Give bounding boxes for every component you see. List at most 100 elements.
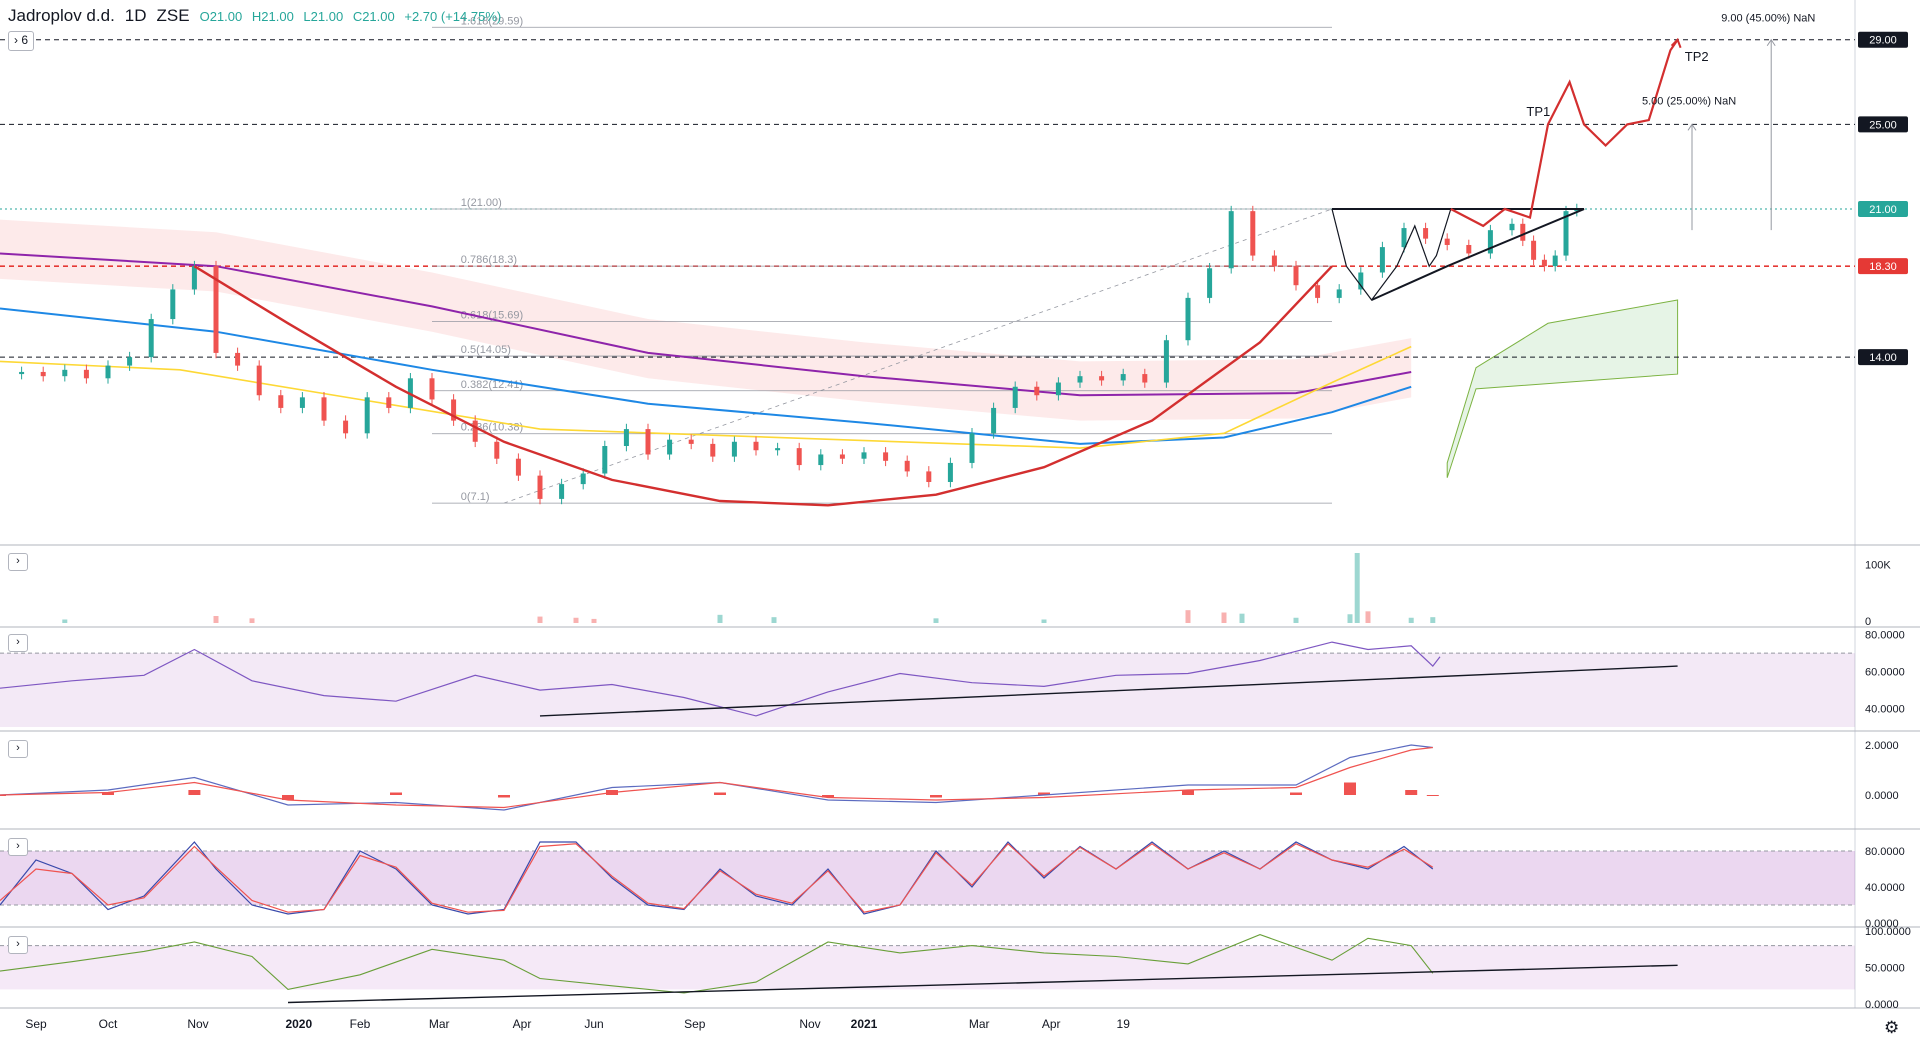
triangle-pattern — [1332, 208, 1585, 301]
time-axis-tick: Mar — [429, 1017, 450, 1031]
target-label: 9.00 (45.00%) NaN — [1721, 13, 1815, 25]
candle-body — [623, 429, 629, 447]
oscillator-axis-label: 50.0000 — [1865, 963, 1905, 975]
handle-zigzag — [1331, 208, 1452, 302]
volume-bar — [717, 614, 723, 623]
candle-body — [1077, 376, 1083, 383]
candle-body — [105, 365, 111, 379]
volume-bar — [1185, 610, 1191, 623]
candle-body — [299, 397, 305, 408]
candle-body — [1271, 255, 1277, 267]
candle-body — [710, 443, 716, 457]
open-value: O21.00 — [199, 9, 243, 24]
fib-level-label: 0.382(12.41) — [461, 379, 523, 391]
time-axis-tick: Apr — [1042, 1017, 1061, 1031]
time-axis-tick: 2021 — [851, 1017, 878, 1031]
high-value: H21.00 — [251, 9, 294, 24]
macd-histogram-bar — [102, 792, 114, 795]
stochastic-band — [0, 851, 1855, 905]
candle-body — [40, 371, 46, 377]
time-axis-tick: 2020 — [285, 1017, 312, 1031]
candle-body — [1466, 244, 1472, 254]
candle-body — [472, 420, 478, 442]
candle-body — [1563, 211, 1569, 256]
chevron-right-icon: › — [16, 938, 20, 950]
arrow-head-icon — [1670, 37, 1682, 49]
fib-level-label: 1(21.00) — [461, 197, 502, 209]
candle-body — [83, 369, 89, 379]
price-label-bg — [1858, 116, 1908, 133]
candle-body — [1509, 223, 1515, 231]
candle-body — [1163, 340, 1169, 383]
chevron-right-icon: › — [16, 742, 20, 754]
tp1-label: TP1 — [1526, 104, 1550, 119]
time-axis-tick: Jun — [584, 1017, 603, 1031]
candle-body — [688, 439, 694, 444]
candle-body — [170, 289, 176, 320]
candle-body — [19, 371, 25, 375]
candle-body — [1012, 386, 1018, 408]
interval-label[interactable]: 1D — [124, 6, 147, 25]
candle-body — [1574, 209, 1580, 212]
volume-bar — [1365, 611, 1371, 623]
candle-body — [1444, 238, 1450, 245]
ma200-line — [0, 252, 1412, 397]
candle-body — [559, 484, 565, 499]
volume-axis-label: 0 — [1865, 616, 1871, 628]
candle-body — [386, 397, 392, 408]
fib-level-label: 1.618(29.59) — [461, 15, 523, 27]
candle-body — [1520, 223, 1526, 241]
symbol-name[interactable]: Jadroplov d.d. — [8, 6, 115, 25]
rsi-trendline — [539, 665, 1678, 717]
macd-histogram-bar — [1426, 795, 1439, 796]
volume-bar — [249, 618, 255, 623]
fib-trend-line — [503, 208, 1333, 504]
ichimoku-cloud — [0, 219, 1412, 421]
macd-histogram-bar — [930, 795, 942, 798]
candle-body — [1358, 272, 1364, 290]
volume-bar — [1041, 619, 1047, 623]
candle-body — [1120, 374, 1126, 381]
macd-collapse-button[interactable]: › — [8, 740, 28, 758]
stochastic-collapse-button[interactable]: › — [8, 838, 28, 856]
macd-histogram-bar — [1038, 792, 1050, 795]
chevron-right-icon: › — [16, 636, 20, 648]
macd-histogram-bar — [1290, 792, 1302, 795]
oscillator-collapse-button[interactable]: › — [8, 936, 28, 954]
candle-body — [969, 433, 975, 463]
volume-bar — [537, 616, 543, 623]
candle-body — [1336, 289, 1342, 298]
price-axis-label: 21.00 — [1869, 204, 1897, 216]
candle-body — [1541, 259, 1547, 267]
candle-body — [602, 446, 608, 474]
macd-histogram-bar — [1344, 782, 1356, 795]
candle-body — [1423, 228, 1429, 239]
time-axis-tick: Apr — [513, 1017, 532, 1031]
oscillator-line — [0, 934, 1434, 994]
time-axis-tick: Feb — [350, 1017, 371, 1031]
candle-body — [753, 441, 759, 451]
price-label-bg — [1858, 349, 1908, 366]
candle-body — [1207, 268, 1213, 298]
candle-body — [904, 460, 910, 472]
stochastic-d-line — [0, 842, 1434, 913]
volume-bar — [1221, 612, 1227, 623]
macd-histogram-bar — [390, 792, 402, 795]
candle-body — [1379, 247, 1385, 273]
candle-body — [1055, 382, 1061, 396]
indicator-count: 6 — [21, 33, 29, 47]
rsi-collapse-button[interactable]: › — [8, 634, 28, 652]
candle-body — [991, 407, 997, 434]
indicators-toggle[interactable]: › 6 — [8, 31, 35, 51]
projection-path — [1450, 39, 1679, 228]
candle-body — [256, 365, 262, 396]
ma100-line — [0, 307, 1412, 445]
candle-body — [667, 439, 673, 455]
gear-icon[interactable]: ⚙ — [1884, 1018, 1900, 1037]
ma50-line — [0, 345, 1412, 449]
tp2-label: TP2 — [1685, 49, 1709, 64]
volume-collapse-button[interactable]: › — [8, 553, 28, 571]
candle-body — [213, 266, 219, 353]
cup-curve — [193, 265, 1333, 507]
